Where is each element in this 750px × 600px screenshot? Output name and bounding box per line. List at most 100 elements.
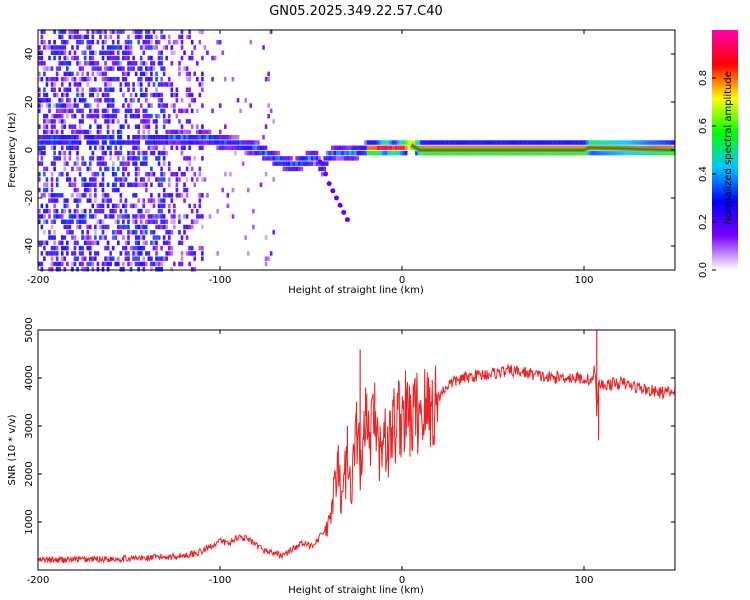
spectrogram-cell bbox=[147, 177, 151, 182]
spectrogram-cell bbox=[351, 145, 355, 151]
spectrogram-cell bbox=[244, 145, 247, 151]
spectrogram-y-tick-label: -20 bbox=[24, 190, 35, 206]
snr-x-ticks: -200 -100 0 100 bbox=[27, 330, 594, 586]
spectrogram-cell bbox=[218, 103, 222, 108]
spectrogram-cell bbox=[259, 150, 263, 156]
spectrogram-cell bbox=[269, 251, 273, 256]
spectrogram-cell bbox=[99, 135, 102, 140]
spectrogram-cell bbox=[185, 71, 189, 77]
spectrogram-cell bbox=[132, 161, 135, 166]
spectrogram-cell bbox=[134, 124, 138, 129]
spectrogram-cell bbox=[94, 198, 97, 203]
spectrogram-cell bbox=[152, 61, 156, 66]
spectrogram-cell bbox=[114, 113, 118, 119]
spectrogram-cell bbox=[165, 140, 168, 145]
spectrogram-cell bbox=[78, 82, 82, 87]
spectrogram-cell bbox=[101, 150, 105, 156]
spectrogram-cell bbox=[106, 198, 110, 203]
spectrogram-cell bbox=[180, 29, 184, 34]
spectrogram-cell bbox=[249, 150, 253, 156]
spectrogram-cell bbox=[73, 251, 77, 256]
spectrogram-cell bbox=[73, 29, 77, 34]
spectrogram-cell bbox=[175, 187, 179, 193]
spectrogram-cell bbox=[629, 140, 632, 145]
spectrogram-cell bbox=[45, 182, 49, 188]
spectrogram-cell bbox=[198, 39, 202, 45]
spectrogram-cell bbox=[109, 98, 112, 103]
spectrogram-cell bbox=[185, 119, 189, 124]
spectrogram-cell bbox=[167, 34, 171, 40]
spectrogram-cell bbox=[40, 240, 44, 246]
spectrogram-cell bbox=[137, 256, 140, 261]
spectrogram-cell bbox=[195, 129, 199, 135]
spectrogram-cell bbox=[134, 135, 138, 140]
spectrogram-cell bbox=[132, 230, 135, 235]
spectrogram-cell bbox=[157, 156, 161, 161]
spectrogram-cell bbox=[127, 108, 130, 114]
spectrogram-cell bbox=[68, 145, 72, 151]
spectrogram-cell bbox=[137, 214, 140, 219]
spectrogram-cell bbox=[150, 55, 153, 61]
spectrogram-cell bbox=[631, 140, 635, 145]
spectrogram-cell bbox=[134, 214, 138, 219]
spectrogram-cell bbox=[76, 61, 79, 66]
spectrogram-cell bbox=[129, 261, 133, 267]
spectrogram-cell bbox=[60, 140, 64, 145]
spectrogram-cell bbox=[91, 50, 95, 56]
spectrogram-cell bbox=[43, 208, 46, 214]
spectrogram-cell bbox=[139, 235, 143, 240]
spectrogram-cell bbox=[213, 55, 217, 61]
spectrogram-cell bbox=[96, 129, 100, 135]
spectrogram-cell bbox=[106, 50, 110, 56]
spectrogram-cell bbox=[73, 240, 77, 246]
spectrogram-cell bbox=[132, 140, 135, 145]
spectrogram-cell bbox=[545, 140, 548, 145]
spectrogram-cell bbox=[392, 145, 395, 151]
spectrogram-cell bbox=[142, 124, 146, 129]
spectrogram-cell bbox=[145, 161, 148, 166]
spectrogram-cell bbox=[116, 230, 120, 235]
spectrogram-cell bbox=[139, 224, 143, 230]
spectrogram-cell bbox=[150, 145, 153, 151]
spectrogram-cell bbox=[43, 166, 46, 172]
spectrogram-cell bbox=[45, 251, 49, 256]
spectrogram-cell bbox=[351, 156, 355, 161]
spectrogram-cell bbox=[99, 129, 102, 135]
spectrogram-cell bbox=[188, 251, 191, 256]
spectrogram-cell bbox=[203, 129, 207, 135]
spectrogram-cell bbox=[48, 39, 51, 45]
spectrogram-cell bbox=[529, 140, 533, 145]
snr-x-tick-label: 100 bbox=[574, 575, 593, 586]
spectrogram-cell bbox=[142, 267, 146, 272]
spectrogram-cell bbox=[496, 140, 500, 145]
spectrogram-cell bbox=[119, 224, 123, 230]
spectrogram-cell bbox=[116, 166, 120, 172]
spectrogram-cell bbox=[267, 76, 270, 82]
spectrogram-cell bbox=[137, 76, 140, 82]
spectrogram-cell bbox=[137, 235, 140, 240]
spectrogram-cell bbox=[374, 150, 377, 156]
spectrogram-cell bbox=[76, 267, 79, 272]
spectrogram-cell bbox=[132, 55, 135, 61]
spectrogram-cell bbox=[134, 224, 138, 230]
spectrogram-cell bbox=[157, 50, 161, 56]
spectrogram-cell bbox=[254, 145, 258, 151]
spectrogram-cell bbox=[142, 261, 146, 267]
spectrogram-cell bbox=[190, 140, 194, 145]
spectrogram-cell bbox=[178, 66, 181, 71]
spectrogram-cell bbox=[193, 71, 197, 77]
spectrogram-cell bbox=[86, 182, 90, 188]
spectrogram-cell bbox=[634, 150, 637, 156]
spectrogram-cell bbox=[155, 129, 158, 135]
spectrogram-cell bbox=[190, 267, 194, 272]
spectrogram-cell bbox=[76, 34, 79, 40]
spectrogram-cell bbox=[167, 39, 171, 45]
spectrogram-cell bbox=[106, 129, 110, 135]
spectrogram-cell bbox=[129, 103, 133, 108]
spectrogram-cell bbox=[88, 92, 92, 98]
spectrogram-cell bbox=[78, 135, 82, 140]
spectrogram-cell bbox=[132, 182, 135, 188]
spectrogram-cell bbox=[88, 140, 92, 145]
spectrogram-cell bbox=[50, 113, 54, 119]
spectrogram-cell bbox=[162, 113, 166, 119]
